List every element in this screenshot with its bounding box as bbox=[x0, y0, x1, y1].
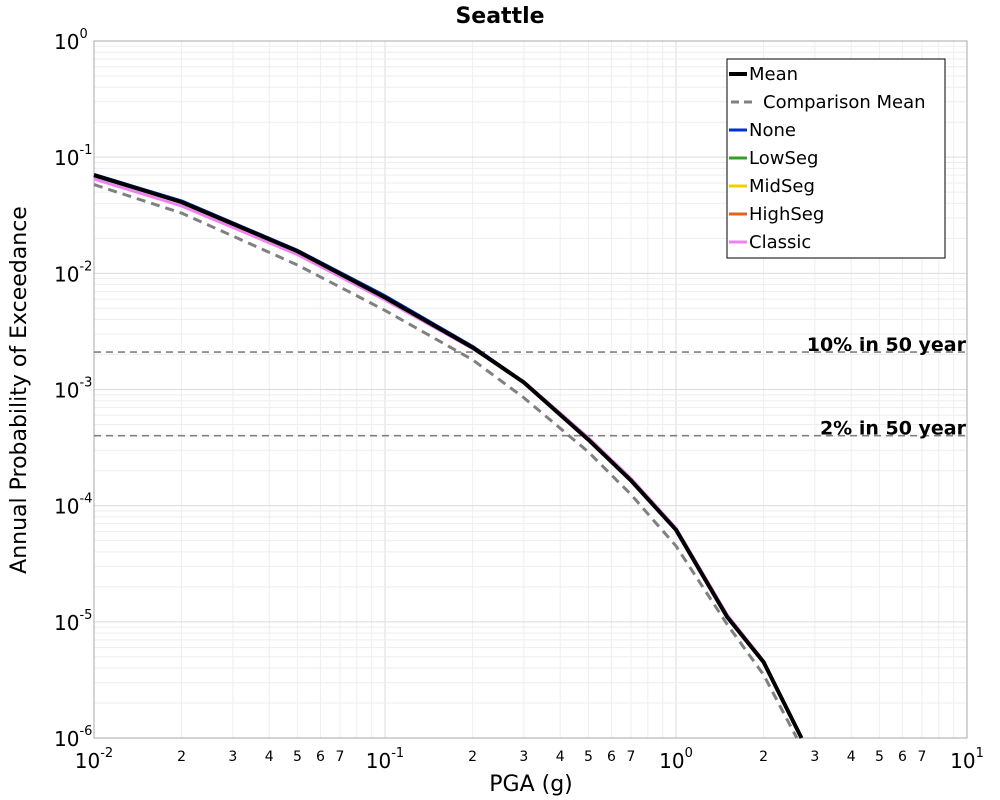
reference-line-label: 2% in 50 year bbox=[820, 418, 967, 440]
reference-lines: 10% in 50 year 2% in 50 year bbox=[94, 334, 967, 440]
legend-label: Mean bbox=[749, 64, 798, 85]
legend-label: MidSeg bbox=[749, 176, 815, 197]
x-minor-tick-label: 5 bbox=[584, 749, 593, 765]
grid-lines bbox=[93, 41, 967, 739]
x-minor-tick-label: 3 bbox=[228, 749, 237, 765]
y-tick-label: 10-3 bbox=[54, 376, 92, 403]
y-tick-label: 10-6 bbox=[54, 724, 92, 751]
y-tick-label: 10-1 bbox=[54, 143, 92, 170]
legend-label: Comparison Mean bbox=[763, 92, 926, 113]
legend-box bbox=[726, 58, 946, 259]
x-minor-tick-label: 5 bbox=[293, 749, 302, 765]
x-minor-tick-label: 7 bbox=[917, 749, 926, 765]
y-tick-label: 100 bbox=[54, 27, 88, 54]
x-minor-tick-label: 6 bbox=[898, 749, 907, 765]
plot-area-frame bbox=[93, 40, 968, 739]
series-line-comparison-mean bbox=[93, 183, 799, 739]
y-tick-label: 10-2 bbox=[54, 259, 92, 286]
x-minor-tick-label: 4 bbox=[847, 749, 856, 765]
x-tick-label: 101 bbox=[950, 746, 984, 773]
x-minor-tick-label: 2 bbox=[759, 749, 768, 765]
x-minor-tick-label: 5 bbox=[875, 749, 884, 765]
x-minor-tick-label: 6 bbox=[316, 749, 325, 765]
x-tick-label: 10-2 bbox=[75, 746, 113, 773]
series-lines bbox=[93, 172, 804, 739]
x-minor-tick-label: 4 bbox=[556, 749, 565, 765]
chart-title: Seattle bbox=[455, 4, 544, 29]
y-axis-label: Annual Probability of Exceedance bbox=[7, 206, 32, 574]
x-minor-tick-label: 3 bbox=[519, 749, 528, 765]
x-minor-tick-label: 7 bbox=[626, 749, 635, 765]
y-tick-label: 10-4 bbox=[54, 492, 92, 519]
x-minor-tick-label: 4 bbox=[265, 749, 274, 765]
reference-line-label: 10% in 50 year bbox=[807, 334, 967, 356]
legend-label: Classic bbox=[749, 232, 811, 253]
legend-label: LowSeg bbox=[749, 148, 818, 169]
x-minor-tick-label: 7 bbox=[335, 749, 344, 765]
x-axis-label: PGA (g) bbox=[489, 772, 573, 797]
x-tick-label: 100 bbox=[659, 746, 693, 773]
x-minor-tick-label: 3 bbox=[810, 749, 819, 765]
x-minor-tick-label: 6 bbox=[607, 749, 616, 765]
legend-label: HighSeg bbox=[749, 204, 824, 225]
x-minor-tick-label: 2 bbox=[468, 749, 477, 765]
y-axis-ticks: 100 10-1 10-2 10-3 10-4 10-5 10-6 bbox=[54, 27, 92, 751]
y-tick-label: 10-5 bbox=[54, 608, 92, 635]
legend: Mean Comparison Mean None LowSeg MidSeg HighS… bbox=[726, 58, 946, 259]
x-tick-label: 10-1 bbox=[366, 746, 404, 773]
series-line-mean bbox=[93, 173, 804, 739]
legend-label: None bbox=[749, 120, 796, 141]
x-minor-tick-label: 2 bbox=[177, 749, 186, 765]
